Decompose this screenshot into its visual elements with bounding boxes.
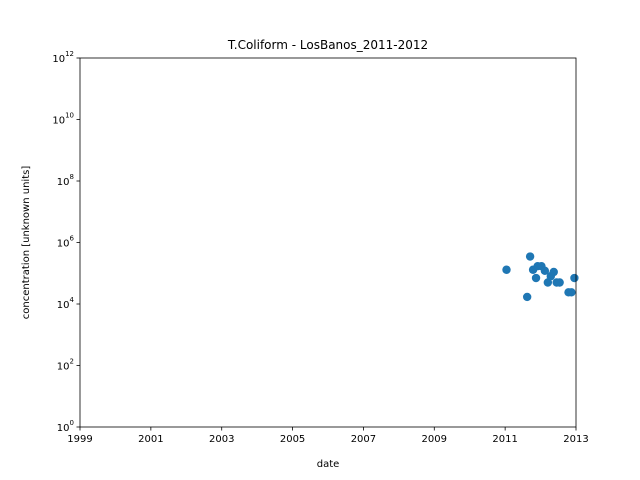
x-axis-ticks: 1999 2001 2003 2005 2007 2009 2011 2013 [67, 427, 589, 445]
x-tick-label: 2003 [209, 434, 234, 445]
chart-title: T.Coliform - LosBanos_2011-2012 [227, 38, 428, 52]
data-point [543, 278, 553, 287]
y-tick-label: 1012 [52, 50, 74, 65]
data-point [522, 292, 532, 302]
x-tick-label: 2007 [351, 434, 376, 445]
data-point [567, 288, 576, 297]
x-tick-label: 2005 [280, 434, 305, 445]
y-tick-base: 10 [57, 239, 70, 250]
x-tick-label: 2013 [563, 434, 588, 445]
y-tick-exponent: 12 [65, 50, 74, 58]
points-layer [502, 252, 579, 302]
y-tick-base: 10 [57, 423, 70, 434]
x-tick-label: 1999 [67, 434, 92, 445]
x-tick-label: 2011 [492, 434, 517, 445]
y-tick-exponent: 4 [70, 296, 75, 304]
data-point [531, 273, 541, 283]
plot-frame [79, 57, 577, 428]
y-tick-exponent: 0 [70, 419, 74, 427]
data-point [549, 267, 558, 277]
y-tick-label: 100 [57, 419, 74, 434]
x-tick-label: 2009 [422, 434, 447, 445]
y-tick-base: 10 [57, 362, 70, 373]
y-tick-exponent: 2 [70, 358, 74, 366]
x-axis-label: date [317, 459, 340, 470]
y-tick-label: 102 [57, 358, 74, 373]
y-tick-label: 108 [57, 173, 74, 188]
y-tick-base: 10 [57, 300, 70, 311]
y-tick-exponent: 10 [65, 112, 74, 120]
data-point [570, 273, 579, 283]
y-tick-label: 1010 [52, 112, 74, 127]
data-point [525, 252, 535, 261]
data-point [555, 278, 564, 287]
y-tick-exponent: 6 [70, 235, 75, 243]
data-point [540, 266, 550, 276]
y-tick-label: 106 [57, 235, 75, 250]
y-tick-base: 10 [52, 116, 65, 127]
y-tick-exponent: 8 [70, 173, 74, 181]
y-tick-base: 10 [57, 177, 70, 188]
plot-area: 1999 2001 2003 2005 2007 2009 2011 2013 1001021… [52, 50, 588, 445]
y-tick-base: 10 [52, 54, 65, 65]
y-tick-label: 104 [57, 296, 75, 311]
x-tick-label: 2001 [138, 434, 163, 445]
data-point [502, 265, 511, 274]
y-axis-label: concentration [unknown units] [21, 166, 32, 320]
